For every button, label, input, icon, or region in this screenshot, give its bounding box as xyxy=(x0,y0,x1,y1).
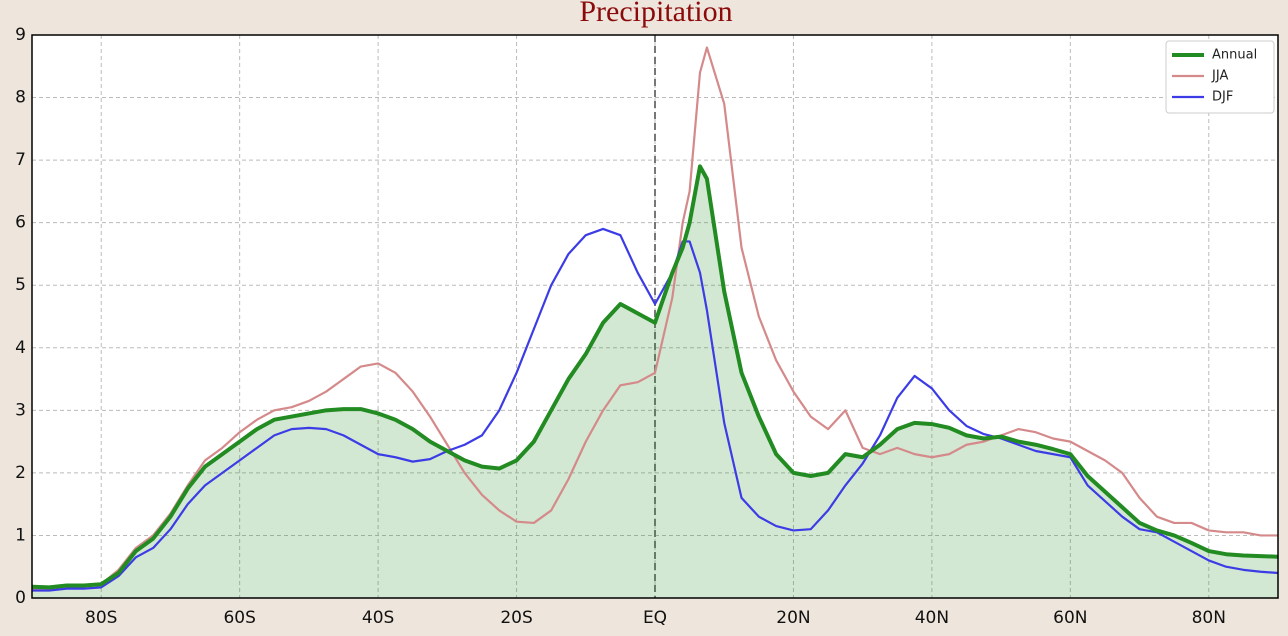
y-tick-label: 5 xyxy=(15,275,26,295)
y-tick-label: 3 xyxy=(15,400,26,420)
area xyxy=(32,166,1278,598)
line xyxy=(31,164,1279,590)
line xyxy=(31,46,1278,591)
x-tick-label: 40N xyxy=(915,608,949,628)
legend-label: Annual xyxy=(1212,48,1257,63)
x-tick-label: 80S xyxy=(85,608,117,628)
y-tick-label: 2 xyxy=(15,463,26,483)
y-tick-label: 4 xyxy=(15,338,26,358)
y-tick-label: 6 xyxy=(15,213,26,233)
legend-box xyxy=(1165,40,1275,114)
x-tick-label: 60S xyxy=(223,608,255,628)
y-tick-label: 0 xyxy=(15,588,26,608)
y-tick-label: 7 xyxy=(15,150,26,170)
y-tick-label: 1 xyxy=(15,525,26,545)
plot-frame xyxy=(31,34,1279,599)
x-tick-label: 60N xyxy=(1053,608,1087,628)
y-tick-label: 8 xyxy=(15,88,26,108)
x-tick-label: 20N xyxy=(776,608,810,628)
chart-title: Precipitation xyxy=(579,0,732,28)
x-tick-label: 40S xyxy=(362,608,394,628)
legend-label: DJF xyxy=(1212,90,1233,105)
legend-label: JJA xyxy=(1211,69,1228,84)
x-tick-label: 20S xyxy=(500,608,532,628)
y-tick-label: 9 xyxy=(15,25,26,45)
x-tick-label: 80N xyxy=(1192,608,1226,628)
x-tick-label: EQ xyxy=(643,608,667,628)
